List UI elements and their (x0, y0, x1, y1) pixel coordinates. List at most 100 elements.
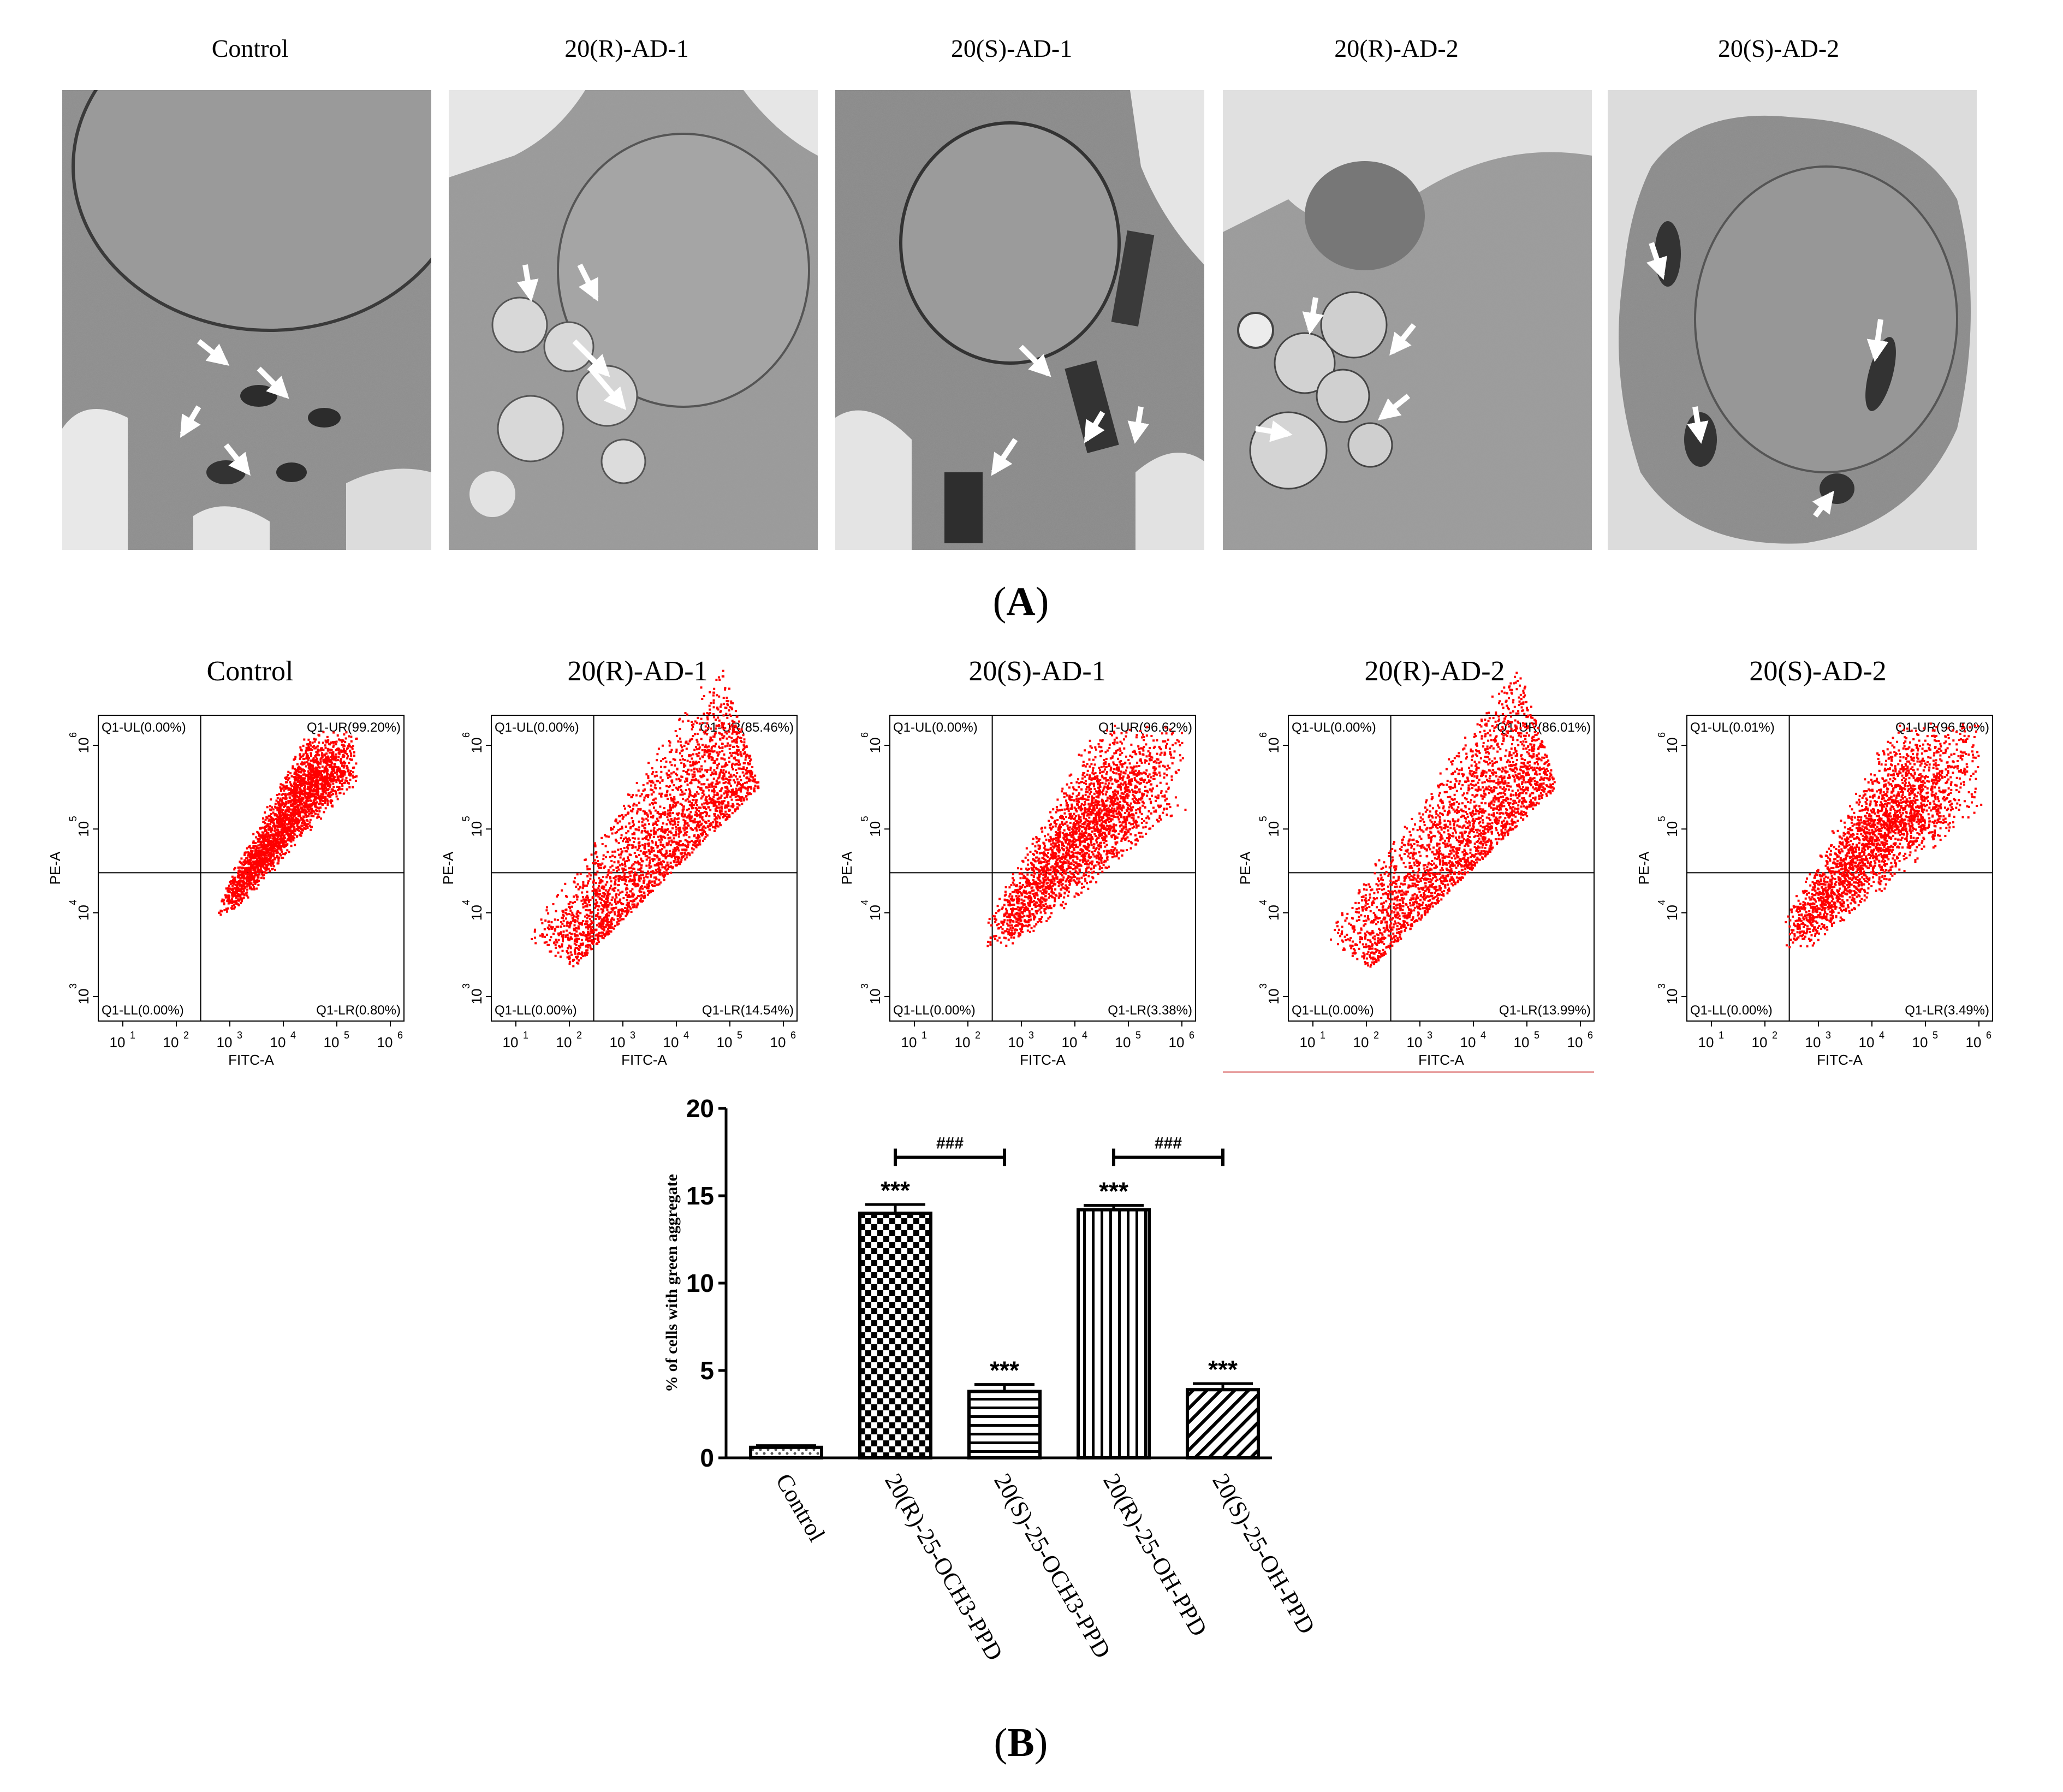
y-tick-label: 10 (867, 821, 883, 837)
x-tick-exponent: 5 (737, 1030, 742, 1041)
x-tick-exponent: 6 (1986, 1030, 1991, 1041)
y-axis-label: PE-A (440, 851, 456, 885)
y-tick-exponent: 4 (461, 900, 472, 905)
x-tick-exponent: 1 (523, 1030, 528, 1041)
quadrant-ur-label: Q1-UR(99.20%) (307, 720, 401, 735)
flow-title-s-ad2: 20(S)-AD-2 (1749, 656, 1887, 687)
y-tick-exponent: 3 (1656, 983, 1667, 989)
x-tick-label: 10 (1966, 1034, 1982, 1051)
quadrant-ur-label: Q1-UR(85.46%) (700, 720, 794, 735)
x-tick-exponent: 5 (1534, 1030, 1539, 1041)
y-tick-label: 10 (468, 738, 485, 753)
y-tick-label: 10 (1265, 821, 1282, 837)
y-tick-label: 10 (867, 738, 883, 753)
y-tick-label: 10 (1664, 905, 1680, 921)
x-tick-label: 10 (901, 1034, 917, 1051)
x-tick-exponent: 4 (1879, 1030, 1884, 1041)
y-tick-label: 5 (700, 1356, 714, 1385)
y-tick-label: 10 (75, 905, 92, 921)
x-tick-exponent: 4 (683, 1030, 689, 1041)
y-axis-label: PE-A (47, 851, 63, 885)
scatter-cloud (986, 725, 1187, 947)
y-tick-label: 10 (468, 821, 485, 837)
y-tick-label: 20 (686, 1094, 714, 1123)
y-tick-label: 10 (468, 905, 485, 921)
quadrant-lr-label: Q1-LR(3.49%) (1905, 1003, 1989, 1018)
x-tick-exponent: 6 (1189, 1030, 1194, 1041)
x-tick-label: 10 (1567, 1034, 1583, 1051)
tem-title-control: Control (211, 34, 289, 62)
quadrant-ll-label: Q1-LL(0.00%) (1292, 1003, 1374, 1018)
x-tick-label: 10 (955, 1034, 971, 1051)
quadrant-ul-label: Q1-UL(0.00%) (102, 720, 186, 735)
panel-letter-a: (A) (992, 579, 1049, 624)
tem-image-s-ad1 (835, 90, 1204, 550)
quadrant-ul-label: Q1-UL(0.01%) (1690, 720, 1775, 735)
tem-title-r-ad2: 20(R)-AD-2 (1334, 34, 1459, 62)
y-tick-label: 10 (75, 989, 92, 1005)
quadrant-lr-label: Q1-LR(0.80%) (316, 1003, 401, 1018)
tem-title-r-ad1: 20(R)-AD-1 (564, 34, 689, 62)
x-tick-label: 10 (556, 1034, 572, 1051)
tem-title-s-ad2: 20(S)-AD-2 (1717, 34, 1840, 62)
category-label: 20(S)-25-OCH3-PPD (989, 1469, 1116, 1663)
x-tick-exponent: 1 (1719, 1030, 1724, 1041)
x-tick-label: 10 (503, 1034, 519, 1051)
y-axis-label: PE-A (1237, 851, 1253, 885)
x-axis-label: FITC-A (1418, 1052, 1464, 1068)
x-tick-label: 10 (1115, 1034, 1131, 1051)
quadrant-lr-label: Q1-LR(13.99%) (1499, 1003, 1591, 1018)
x-tick-exponent: 1 (1320, 1030, 1325, 1041)
flow-plot-s-ad2: Q1-UL(0.01%) Q1-UR(96.50%) Q1-LL(0.00%) Q1-… (1632, 704, 2003, 1076)
x-tick-exponent: 5 (1933, 1030, 1938, 1041)
significance-label: *** (990, 1356, 1019, 1385)
bar-chart: 0 5 10 15 20 % of cells with green aggregate C… (655, 1092, 1365, 1695)
x-tick-exponent: 3 (1826, 1030, 1831, 1041)
flow-frame (1686, 715, 1993, 1022)
category-label: 20(R)-25-OH-PPD (1098, 1469, 1212, 1641)
x-tick-label: 10 (163, 1034, 179, 1051)
x-tick-exponent: 4 (1082, 1030, 1087, 1041)
x-tick-exponent: 4 (1481, 1030, 1486, 1041)
flow-title-s-ad1: 20(S)-AD-1 (968, 656, 1106, 687)
y-tick-exponent: 6 (1258, 732, 1269, 738)
flow-frame (491, 715, 798, 1022)
quadrant-ll-label: Q1-LL(0.00%) (102, 1003, 184, 1018)
y-tick-label: 10 (1664, 738, 1680, 753)
x-tick-label: 10 (1169, 1034, 1185, 1051)
quadrant-ul-label: Q1-UL(0.00%) (1292, 720, 1376, 735)
category-label: 20(R)-25-OCH3-PPD (879, 1469, 1008, 1665)
x-tick-label: 10 (1062, 1034, 1078, 1051)
divider-line (1223, 1071, 1594, 1073)
y-tick-label: 15 (686, 1182, 714, 1210)
y-tick-label: 10 (867, 989, 883, 1005)
x-tick-exponent: 1 (921, 1030, 927, 1041)
x-tick-label: 10 (1514, 1034, 1530, 1051)
flow-svg-s-ad2: Q1-UL(0.01%) Q1-UR(96.50%) Q1-LL(0.00%) Q1-… (1636, 715, 1993, 1068)
y-tick-exponent: 6 (68, 732, 79, 738)
x-axis-label: FITC-A (1020, 1052, 1066, 1068)
tem-image-r-ad1 (449, 90, 818, 550)
y-tick-exponent: 3 (859, 983, 870, 989)
y-tick-label: 10 (1265, 738, 1282, 753)
flow-svg-control: Q1-UL(0.00%) Q1-UR(99.20%) Q1-LL(0.00%) Q1-… (47, 715, 405, 1068)
flow-title-r-ad1: 20(R)-AD-1 (567, 656, 708, 687)
x-tick-label: 10 (770, 1034, 786, 1051)
x-tick-label: 10 (324, 1034, 340, 1051)
quadrant-ll-label: Q1-LL(0.00%) (495, 1003, 577, 1018)
y-tick-exponent: 3 (68, 983, 79, 989)
x-tick-exponent: 3 (237, 1030, 242, 1041)
x-tick-exponent: 4 (290, 1030, 296, 1041)
y-tick-label: 10 (468, 989, 485, 1005)
x-tick-label: 10 (1300, 1034, 1316, 1051)
x-tick-label: 10 (270, 1034, 286, 1051)
y-tick-label: 10 (1664, 989, 1680, 1005)
y-tick-exponent: 4 (1656, 900, 1667, 905)
x-tick-label: 10 (1752, 1034, 1768, 1051)
x-tick-label: 10 (110, 1034, 126, 1051)
comparison-label: ### (936, 1135, 964, 1153)
x-tick-exponent: 2 (576, 1030, 582, 1041)
y-tick-exponent: 3 (1258, 983, 1269, 989)
x-tick-exponent: 2 (975, 1030, 980, 1041)
scatter-cloud (531, 669, 760, 968)
